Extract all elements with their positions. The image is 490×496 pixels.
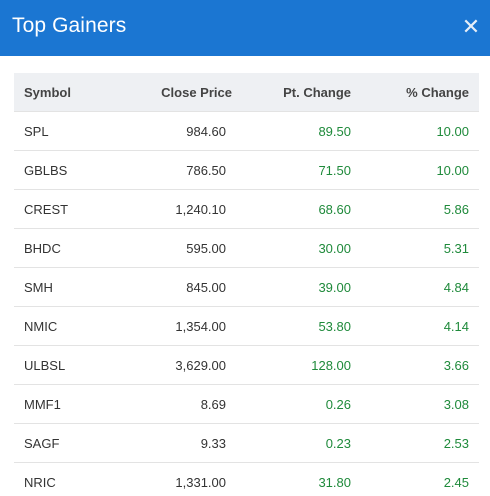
table-header: Symbol Close Price Pt. Change % Change	[14, 73, 479, 112]
cell-pt-change: 0.23	[236, 423, 361, 463]
cell-pt-change: 89.50	[236, 111, 361, 151]
table-row[interactable]: MMF1 8.69 0.26 3.08	[14, 384, 479, 424]
close-icon[interactable]: ✕	[461, 14, 481, 39]
cell-close-price: 8.69	[134, 384, 236, 424]
cell-close-price: 845.00	[134, 267, 236, 307]
column-header-pct-change[interactable]: % Change	[406, 84, 469, 100]
table-header-row: Symbol Close Price Pt. Change % Change	[14, 73, 479, 112]
cell-close-price: 1,331.00	[134, 462, 236, 496]
column-header-pt-change[interactable]: Pt. Change	[283, 84, 351, 100]
cell-pct-change: 5.86	[361, 189, 479, 229]
cell-symbol: SMH	[14, 267, 134, 307]
cell-symbol: BHDC	[14, 228, 134, 268]
column-header-symbol[interactable]: Symbol	[24, 84, 71, 100]
cell-pct-change: 5.31	[361, 228, 479, 268]
table-row[interactable]: SMH 845.00 39.00 4.84	[14, 267, 479, 307]
cell-pct-change: 10.00	[361, 150, 479, 190]
table-row[interactable]: BHDC 595.00 30.00 5.31	[14, 228, 479, 268]
cell-close-price: 984.60	[134, 111, 236, 151]
table-row[interactable]: NMIC 1,354.00 53.80 4.14	[14, 306, 479, 346]
table-row[interactable]: SPL 984.60 89.50 10.00	[14, 111, 479, 151]
gainers-table-container: Symbol Close Price Pt. Change % Change S…	[14, 73, 479, 496]
table-row[interactable]: GBLBS 786.50 71.50 10.00	[14, 150, 479, 190]
cell-pt-change: 71.50	[236, 150, 361, 190]
cell-pt-change: 68.60	[236, 189, 361, 229]
cell-pct-change: 10.00	[361, 111, 479, 151]
cell-pt-change: 128.00	[236, 345, 361, 385]
cell-close-price: 786.50	[134, 150, 236, 190]
cell-pt-change: 0.26	[236, 384, 361, 424]
gainers-table: Symbol Close Price Pt. Change % Change S…	[14, 73, 479, 496]
cell-symbol: GBLBS	[14, 150, 134, 190]
cell-close-price: 3,629.00	[134, 345, 236, 385]
cell-symbol: ULBSL	[14, 345, 134, 385]
cell-symbol: SPL	[14, 111, 134, 151]
table-body: SPL 984.60 89.50 10.00 GBLBS 786.50 71.50 10.00…	[14, 111, 479, 496]
column-header-close-price[interactable]: Close Price	[161, 84, 232, 100]
cell-pt-change: 30.00	[236, 228, 361, 268]
cell-pct-change: 2.45	[361, 462, 479, 496]
table-row[interactable]: ULBSL 3,629.00 128.00 3.66	[14, 345, 479, 385]
cell-pt-change: 31.80	[236, 462, 361, 496]
cell-pt-change: 39.00	[236, 267, 361, 307]
cell-close-price: 595.00	[134, 228, 236, 268]
cell-close-price: 1,354.00	[134, 306, 236, 346]
cell-close-price: 1,240.10	[134, 189, 236, 229]
cell-symbol: MMF1	[14, 384, 134, 424]
cell-symbol: CREST	[14, 189, 134, 229]
cell-close-price: 9.33	[134, 423, 236, 463]
cell-symbol: NMIC	[14, 306, 134, 346]
cell-pct-change: 2.53	[361, 423, 479, 463]
cell-symbol: SAGF	[14, 423, 134, 463]
modal-header: Top Gainers ✕	[0, 0, 490, 56]
table-row[interactable]: NRIC 1,331.00 31.80 2.45	[14, 462, 479, 496]
modal-title: Top Gainers	[12, 14, 127, 37]
table-row[interactable]: SAGF 9.33 0.23 2.53	[14, 423, 479, 463]
cell-pct-change: 3.66	[361, 345, 479, 385]
cell-pct-change: 4.14	[361, 306, 479, 346]
cell-pt-change: 53.80	[236, 306, 361, 346]
cell-symbol: NRIC	[14, 462, 134, 496]
cell-pct-change: 3.08	[361, 384, 479, 424]
table-row[interactable]: CREST 1,240.10 68.60 5.86	[14, 189, 479, 229]
cell-pct-change: 4.84	[361, 267, 479, 307]
